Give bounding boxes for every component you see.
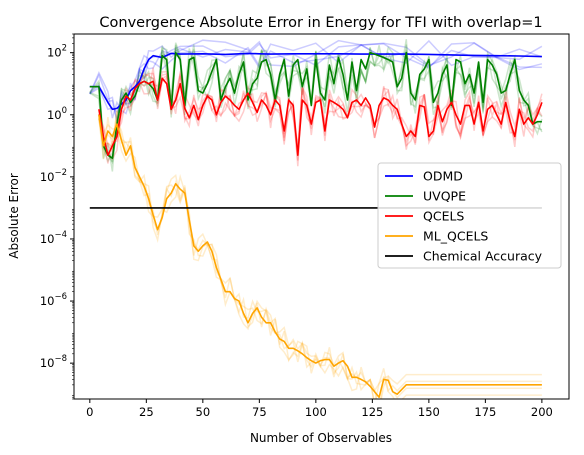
y-axis-label: Absolute Error xyxy=(7,173,21,259)
series-line xyxy=(98,77,543,156)
legend-label: UVQPE xyxy=(423,189,466,204)
plot-frame xyxy=(73,33,570,400)
legend-label: ML_QCELS xyxy=(423,229,488,244)
legend-label: ODMD xyxy=(423,169,463,184)
legend: ODMD UVQPE QCELS ML_QCELS Chemical Accuracy xyxy=(377,162,562,269)
legend-label: Chemical Accuracy xyxy=(423,249,543,264)
y-tick-label: 10−4 xyxy=(40,230,67,246)
x-axis-label: Number of Observables xyxy=(250,431,392,445)
y-tick-label: 10−8 xyxy=(40,354,67,370)
legend-box xyxy=(377,162,562,269)
legend-label: QCELS xyxy=(423,209,464,224)
x-tick-label: 150 xyxy=(418,405,440,419)
y-tick-label: 10−6 xyxy=(40,292,67,308)
chart-title: Convergence Absolute Error in Energy for… xyxy=(99,15,542,31)
y-axis: 10−8 10−6 10−4 10−2 100 102 xyxy=(40,33,74,400)
x-tick-label: 0 xyxy=(86,405,93,419)
x-tick-label: 200 xyxy=(531,405,553,419)
faint-trace-line xyxy=(89,39,543,119)
x-tick-label: 100 xyxy=(305,405,327,419)
faint-trace-line xyxy=(98,110,542,393)
y-tick-label: 102 xyxy=(47,44,67,60)
faint-trace-line xyxy=(89,42,543,122)
y-tick-label: 100 xyxy=(47,106,67,122)
series-line xyxy=(98,114,542,399)
x-tick-label: 50 xyxy=(196,405,211,419)
faint-trace-line xyxy=(98,67,543,164)
x-axis: 0 25 50 75 100 125 150 175 200 xyxy=(86,399,553,419)
faint-trace-line xyxy=(89,39,543,114)
series-line xyxy=(89,51,542,159)
x-tick-label: 75 xyxy=(252,405,267,419)
y-tick-label: 10−2 xyxy=(40,168,67,184)
faint-trace-line xyxy=(98,118,542,399)
x-tick-label: 25 xyxy=(139,405,154,419)
x-tick-label: 175 xyxy=(474,405,496,419)
x-tick-label: 125 xyxy=(361,405,383,419)
